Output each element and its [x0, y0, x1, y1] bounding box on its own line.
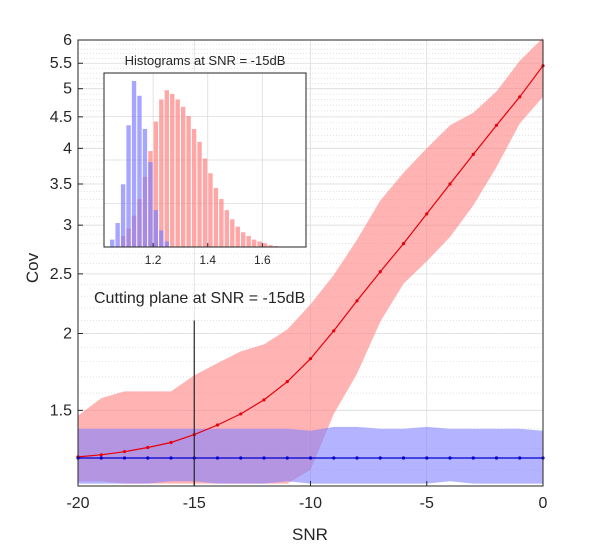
data-point — [262, 456, 266, 460]
inset-title: Histograms at SNR = -15dB — [125, 53, 286, 68]
histogram-bar — [153, 210, 159, 247]
y-tick-label: 5 — [63, 81, 72, 98]
data-point — [471, 152, 475, 156]
histogram-bar — [246, 235, 251, 247]
histogram-bar — [197, 141, 202, 247]
histogram-bar — [164, 90, 169, 247]
histogram-bar — [257, 241, 262, 247]
histogram-bar — [251, 239, 257, 247]
histogram-bar — [262, 243, 268, 247]
data-point — [308, 456, 313, 460]
histogram-bar — [164, 241, 169, 247]
histogram-bar — [159, 230, 164, 247]
data-point — [122, 450, 127, 454]
y-tick-label: 4 — [63, 140, 72, 157]
cutting-plane: Cutting plane at SNR = -15dB — [94, 290, 305, 486]
histogram-bar — [153, 121, 159, 247]
x-axis-label: SNR — [292, 525, 328, 544]
histogram-bar — [202, 158, 208, 247]
data-point — [99, 453, 103, 457]
histogram-bar — [241, 232, 246, 247]
y-tick-label: 2 — [63, 325, 72, 342]
data-point — [448, 456, 452, 460]
data-point — [494, 123, 499, 127]
inset-x-tick-label: 1.4 — [199, 253, 216, 267]
histogram-bar — [142, 128, 148, 247]
histogram-bar — [159, 99, 164, 247]
x-tick-label: -5 — [420, 495, 434, 512]
histogram-bar — [148, 162, 153, 247]
data-point — [378, 456, 382, 460]
histogram-bar — [213, 187, 219, 247]
data-point — [518, 456, 522, 460]
data-point — [332, 456, 336, 460]
data-point — [494, 456, 499, 460]
y-tick-label: 5.5 — [50, 55, 72, 72]
data-point — [355, 456, 359, 460]
histogram-bar — [110, 239, 115, 247]
x-tick-label: -15 — [183, 495, 206, 512]
data-point — [401, 456, 406, 460]
y-axis-label: Cov — [23, 252, 42, 283]
main-axes: -20 -15 -10 -5 0 1.5 2 2.5 3 3.5 4 4.5 5 5.5 6 — [50, 32, 548, 512]
histogram-bar — [180, 106, 186, 247]
histogram-bar — [268, 245, 273, 247]
histogram-bar — [191, 128, 197, 247]
x-tick-label: 0 — [539, 495, 548, 512]
data-point — [425, 212, 429, 216]
histogram-bar — [235, 226, 240, 247]
cutting-plane-label: Cutting plane at SNR = -15dB — [94, 290, 305, 307]
histogram-bar — [219, 199, 224, 247]
data-point — [448, 182, 452, 186]
data-point — [169, 440, 173, 445]
data-point — [285, 456, 289, 460]
data-point — [308, 357, 313, 361]
data-point — [285, 380, 289, 384]
inset-x-tick-label: 1.2 — [145, 253, 162, 267]
inset-frame — [103, 72, 307, 248]
histogram-bar — [224, 210, 230, 247]
x-tick-label: -20 — [66, 495, 89, 512]
y-tick-label: 3 — [63, 217, 72, 234]
y-tick-label: 6 — [63, 32, 72, 49]
data-point — [146, 456, 150, 460]
data-point — [262, 398, 266, 402]
data-point — [215, 456, 220, 460]
data-point — [332, 329, 336, 333]
x-tick-label: -10 — [299, 495, 322, 512]
data-point — [239, 456, 243, 460]
data-point — [146, 445, 150, 450]
histogram-bar — [120, 184, 126, 247]
data-point — [425, 456, 429, 460]
inset-x-tick-label: 1.6 — [254, 253, 271, 267]
data-point — [215, 423, 220, 427]
y-tick-label: 2.5 — [50, 266, 72, 283]
histogram-bar — [126, 125, 131, 247]
histogram-bar — [175, 99, 180, 247]
confidence-band-1 — [78, 426, 543, 484]
y-tick-label: 3.5 — [50, 176, 72, 193]
histogram-bar — [230, 219, 235, 247]
data-point — [378, 270, 382, 274]
data-point — [401, 241, 406, 246]
histogram-bar — [137, 95, 142, 247]
histogram-bar — [115, 223, 120, 247]
histogram-bar — [131, 81, 137, 247]
data-point — [169, 456, 173, 460]
y-tick-label: 1.5 — [50, 402, 72, 419]
y-tick-label: 4.5 — [50, 109, 72, 126]
confidence-band-0 — [78, 37, 543, 484]
data-point — [355, 299, 359, 303]
data-point — [471, 456, 475, 460]
data-point — [518, 95, 522, 99]
histogram-bar — [186, 116, 191, 248]
inset-histogram: 1.2 1.4 1.6 Histograms at SNR = -15dB — [103, 53, 307, 267]
data-point — [99, 456, 103, 460]
data-point — [239, 412, 243, 416]
main-series-lines — [76, 64, 545, 460]
histogram-bar — [170, 93, 175, 248]
data-point — [122, 456, 127, 460]
histogram-bar — [208, 173, 213, 247]
